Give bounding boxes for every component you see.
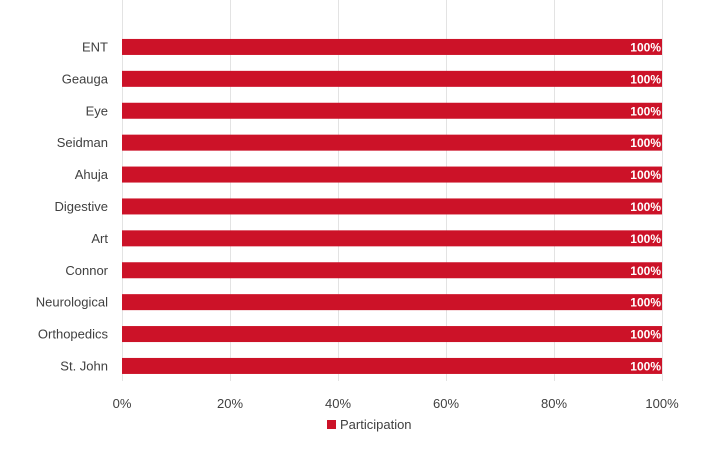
data-label-ahuja: 100%: [630, 168, 661, 182]
x-tick-label-4: 80%: [541, 396, 567, 411]
category-label-digestive: Digestive: [55, 199, 108, 214]
category-label-st-john: St. John: [60, 358, 108, 373]
gridlines: [122, 0, 663, 381]
data-label-geauga: 100%: [630, 72, 661, 86]
data-label-st-john: 100%: [630, 359, 661, 373]
bar-seidman: [122, 134, 662, 151]
category-label-neurological: Neurological: [36, 295, 108, 310]
legend-swatch-participation: [327, 420, 336, 429]
legend-label-participation: Participation: [340, 417, 412, 432]
data-label-connor: 100%: [630, 264, 661, 278]
data-label-digestive: 100%: [630, 200, 661, 214]
x-tick-label-1: 20%: [217, 396, 243, 411]
data-label-neurological: 100%: [630, 296, 661, 310]
bar-orthopedics: [122, 326, 662, 343]
bar-geauga: [122, 70, 662, 87]
category-label-connor: Connor: [65, 263, 108, 278]
bar-connor: [122, 262, 662, 279]
category-label-ahuja: Ahuja: [75, 167, 109, 182]
x-tick-label-0: 0%: [113, 396, 132, 411]
category-label-eye: Eye: [86, 103, 108, 118]
data-label-art: 100%: [630, 232, 661, 246]
category-label-ent: ENT: [82, 39, 108, 54]
data-label-orthopedics: 100%: [630, 328, 661, 342]
category-label-seidman: Seidman: [57, 135, 108, 150]
bar-ahuja: [122, 166, 662, 183]
bar-neurological: [122, 294, 662, 311]
bar-art: [122, 230, 662, 247]
category-label-geauga: Geauga: [62, 71, 109, 86]
x-tick-label-5: 100%: [645, 396, 679, 411]
x-tick-label-3: 60%: [433, 396, 459, 411]
data-label-seidman: 100%: [630, 136, 661, 150]
bar-ent: [122, 38, 662, 55]
bar-st-john: [122, 357, 662, 374]
category-label-orthopedics: Orthopedics: [38, 327, 109, 342]
x-axis-tick-labels: 0% 20% 40% 60% 80% 100%: [113, 396, 679, 411]
data-label-eye: 100%: [630, 104, 661, 118]
bars: [122, 38, 662, 374]
category-label-art: Art: [91, 231, 108, 246]
x-tick-label-2: 40%: [325, 396, 351, 411]
legend: Participation: [327, 417, 412, 432]
bar-eye: [122, 102, 662, 119]
category-labels: ENT Geauga Eye Seidman Ahuja Digestive Art Conn…: [36, 39, 109, 373]
data-label-ent: 100%: [630, 40, 661, 54]
bar-digestive: [122, 198, 662, 215]
data-labels: 100% 100% 100% 100% 100% 100% 100% 100% 100% 100%…: [630, 40, 661, 373]
